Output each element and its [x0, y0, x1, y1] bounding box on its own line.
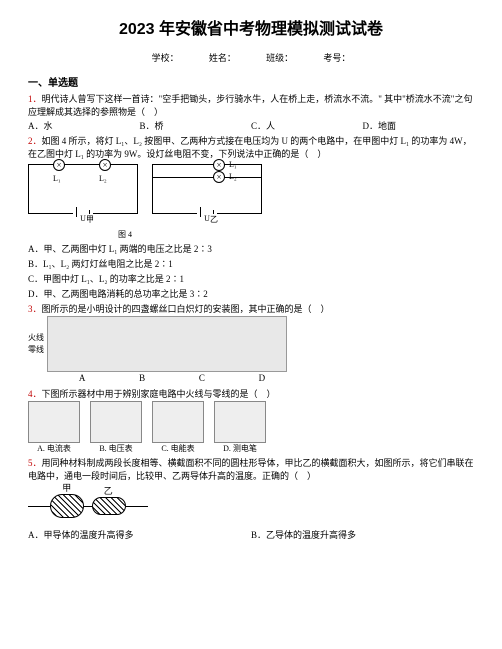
q3-number: 3．: [28, 304, 42, 314]
q3-neutral-label: 零线: [28, 344, 44, 356]
q5-figure: 甲 乙: [28, 486, 148, 526]
q1-number: 1．: [28, 94, 42, 104]
student-info-row: 学校： 姓名： 班级： 考号：: [28, 52, 474, 66]
section-1-heading: 一、单选题: [28, 76, 474, 91]
label-l2b: L₂: [229, 171, 237, 183]
label-u1: U: [80, 213, 86, 225]
voltmeter-icon: [90, 401, 142, 443]
q1-options: A．水 B．桥 C．人 D．地面: [28, 120, 474, 134]
q1-opt-c: C．人: [251, 120, 363, 134]
q2-number: 2．: [28, 136, 42, 146]
circuit-parallel: L₁ L₂ U: [152, 164, 262, 214]
q3-opt-d: D: [259, 372, 266, 386]
question-1: 1．明代诗人曾写下这样一首诗："空手把锄头，步行骑水牛，人在桥上走，桥流水不流。…: [28, 93, 474, 119]
q4-item-d: D. 测电笔: [214, 401, 266, 455]
q4-number: 4．: [28, 389, 42, 399]
cylinder-yi: [92, 497, 126, 515]
q4-item-c: C. 电能表: [152, 401, 204, 455]
q3-circuit-image: [47, 316, 287, 372]
q3-figure: 火线 零线: [28, 316, 474, 372]
q4-options: A. 电流表 B. 电压表 C. 电能表 D. 测电笔: [28, 401, 474, 455]
q5-options: A．甲导体的温度升高得多 B．乙导体的温度升高得多: [28, 529, 474, 543]
q2-opt-c: C．甲图中灯 L₁、L₂ 的功率之比是 2∶1: [28, 273, 474, 286]
q4-opt-c: C. 电能表: [152, 443, 204, 455]
q3-options: A B C D: [52, 372, 292, 386]
q5-number: 5．: [28, 458, 42, 468]
circuit-series: L₁ L₂ U: [28, 164, 138, 214]
label-l1b: L₁: [229, 159, 237, 171]
q3-text: 图所示的是小明设计的四盏螺丝口白炽灯的安装图，其中正确的是（ ）: [42, 304, 330, 314]
q4-opt-d: D. 测电笔: [214, 443, 266, 455]
q1-text: 明代诗人曾写下这样一首诗："空手把锄头，步行骑水牛，人在桥上走，桥流水不流。" …: [28, 94, 472, 117]
label-l2: L₂: [99, 173, 107, 185]
q2-opt-d: D．甲、乙两图电路消耗的总功率之比是 3∶2: [28, 288, 474, 301]
q5-cap-jia: 甲: [62, 482, 71, 496]
question-5: 5．用同种材料制成两段长度相等、横截面积不同的圆柱形导体，甲比乙的横截面积大，如…: [28, 457, 474, 483]
ammeter-icon: [28, 401, 80, 443]
q3-opt-c: C: [199, 372, 205, 386]
q4-opt-a: A. 电流表: [28, 443, 80, 455]
question-4: 4．下图所示器材中用于辨别家庭电路中火线与零线的是（ ）: [28, 388, 474, 401]
q5-opt-b: B．乙导体的温度升高得多: [251, 529, 474, 543]
q2-figure: L₁ L₂ U 甲 L₁ L₂ U 乙: [28, 164, 474, 226]
energy-meter-icon: [152, 401, 204, 443]
q1-opt-a: A．水: [28, 120, 140, 134]
question-3: 3．图所示的是小明设计的四盏螺丝口白炽灯的安装图，其中正确的是（ ）: [28, 303, 474, 316]
q5-text: 用同种材料制成两段长度相等、横截面积不同的圆柱形导体，甲比乙的横截面积大，如图所…: [28, 458, 474, 481]
q3-opt-b: B: [139, 372, 145, 386]
q2-opt-a: A．甲、乙两图中灯 L₁ 两端的电压之比是 2∶3: [28, 243, 474, 256]
q3-live-label: 火线: [28, 332, 44, 344]
q5-opt-a: A．甲导体的温度升高得多: [28, 529, 251, 543]
class-label: 班级：: [266, 53, 293, 63]
q4-item-a: A. 电流表: [28, 401, 80, 455]
name-label: 姓名：: [209, 53, 236, 63]
school-label: 学校：: [152, 53, 179, 63]
test-pen-icon: [214, 401, 266, 443]
caption-jia: 甲: [28, 214, 152, 226]
q2-opt-b: B．L₁、L₂ 两灯灯丝电阻之比是 2∶1: [28, 258, 474, 271]
caption-yi: 乙: [152, 214, 276, 226]
exam-title: 2023 年安徽省中考物理模拟测试试卷: [28, 18, 474, 42]
q5-cap-yi: 乙: [104, 485, 113, 499]
q4-text: 下图所示器材中用于辨别家庭电路中火线与零线的是（ ）: [42, 389, 276, 399]
q3-opt-a: A: [79, 372, 86, 386]
cylinder-jia: [50, 494, 84, 518]
q4-item-b: B. 电压表: [90, 401, 142, 455]
label-l1: L₁: [53, 173, 61, 185]
label-u2: U: [204, 213, 210, 225]
q1-opt-d: D．地面: [363, 120, 475, 134]
q2-text: 如图 4 所示，将灯 L₁、L₂ 按图甲、乙两种方式接在电压均为 U 的两个电路…: [28, 136, 472, 159]
q1-opt-b: B．桥: [140, 120, 252, 134]
q4-opt-b: B. 电压表: [90, 443, 142, 455]
question-2: 2．如图 4 所示，将灯 L₁、L₂ 按图甲、乙两种方式接在电压均为 U 的两个…: [28, 135, 474, 161]
fig4-label: 图 4: [118, 229, 474, 241]
id-label: 考号：: [323, 53, 350, 63]
